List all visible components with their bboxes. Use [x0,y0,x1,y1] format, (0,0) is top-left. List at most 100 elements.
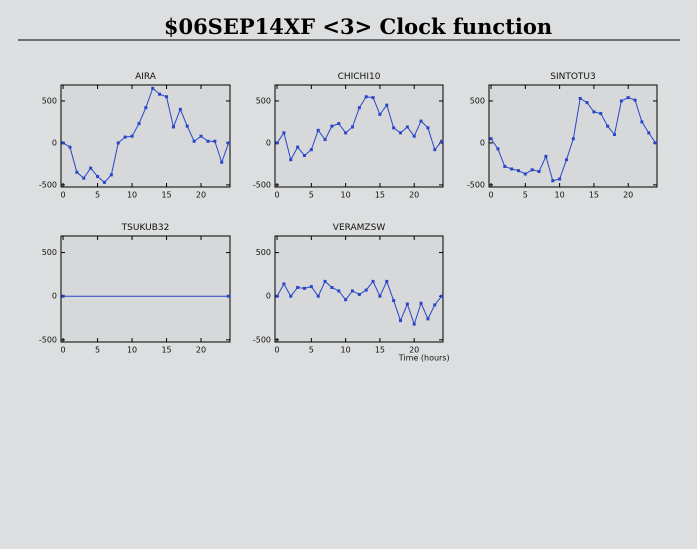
data-point [496,147,500,151]
x-tick-label: 20 [196,346,206,355]
data-point [592,110,596,114]
data-point [523,172,527,176]
data-point [489,137,493,141]
data-point [68,145,72,149]
data-point [619,99,623,103]
data-point [378,294,382,298]
data-point [364,95,368,99]
data-point [378,112,382,116]
data-point [516,169,520,173]
x-tick-label: 15 [161,191,171,200]
data-point [440,294,444,298]
data-point [192,139,196,143]
data-point [530,168,534,172]
x-tick-label: 5 [309,346,314,355]
data-point [612,133,616,137]
data-point [371,279,375,283]
data-point [206,139,210,143]
data-point [599,112,603,116]
data-point [123,135,127,139]
x-tick-label: 15 [161,346,171,355]
data-point [510,167,514,171]
x-tick-label: 10 [127,191,137,200]
data-point [551,179,555,183]
data-point [419,301,423,305]
y-tick-label: -500 [467,180,485,189]
y-tick-label: -500 [253,335,271,344]
data-point [323,138,327,142]
y-tick-label: 0 [52,292,57,301]
x-tick-label: 0 [489,191,494,200]
x-tick-label: 10 [341,191,351,200]
x-tick-label: 10 [555,191,565,200]
x-tick-label: 0 [61,191,66,200]
data-point [544,154,548,158]
data-point [309,148,313,152]
data-point [405,125,409,129]
data-point [426,126,430,130]
x-tick-label: 10 [127,346,137,355]
data-point [419,119,423,123]
data-point [433,303,437,307]
x-tick-label: 5 [523,191,528,200]
data-point [275,294,279,298]
data-point [357,292,361,296]
x-tick-label: 5 [95,191,100,200]
data-point [412,322,416,326]
data-point [82,176,86,180]
data-point [61,294,65,298]
x-tick-label: 0 [61,346,66,355]
data-point [344,131,348,135]
data-point [571,137,575,141]
data-point [109,173,113,177]
plot-area [60,235,231,343]
data-point [392,299,396,303]
data-point [633,98,637,102]
data-point [412,134,416,138]
x-tick-label: 20 [409,191,419,200]
data-point [606,124,610,128]
plot-area [274,235,444,343]
x-tick-label: 15 [375,191,385,200]
data-point [158,92,162,96]
x-tick-label: 5 [309,191,314,200]
data-point [130,134,134,138]
data-point [75,170,79,174]
y-tick-label: 500 [256,96,271,105]
data-point [185,124,189,128]
y-tick-label: 0 [266,138,271,147]
x-tick-label: 0 [275,191,280,200]
data-point [330,285,334,289]
data-point [213,139,217,143]
data-point [337,122,341,126]
data-point [102,180,106,184]
data-point [426,317,430,321]
data-point [405,302,409,306]
y-tick-label: 0 [266,292,271,301]
x-tick-label: 0 [275,346,280,355]
data-point [585,101,589,105]
panel-title: VERAMZSW [333,223,386,233]
y-tick-label: -500 [253,180,271,189]
x-tick-label: 15 [589,191,599,200]
data-point [323,279,327,283]
data-point [364,288,368,292]
data-point [61,141,65,145]
data-point [385,103,389,107]
page-title: $06SEP14XF <3> Clock function [164,14,552,39]
data-point [289,294,293,298]
data-point [558,177,562,181]
y-tick-label: 500 [42,96,57,105]
data-point [220,160,224,164]
data-point [385,279,389,283]
x-tick-label: 5 [95,346,100,355]
data-point [302,154,306,158]
data-point [296,145,300,149]
y-tick-label: -500 [39,335,57,344]
data-point [330,124,334,128]
data-point [398,131,402,135]
data-point [537,169,541,173]
panel-title: TSUKUB32 [121,223,170,233]
data-point [296,285,300,289]
